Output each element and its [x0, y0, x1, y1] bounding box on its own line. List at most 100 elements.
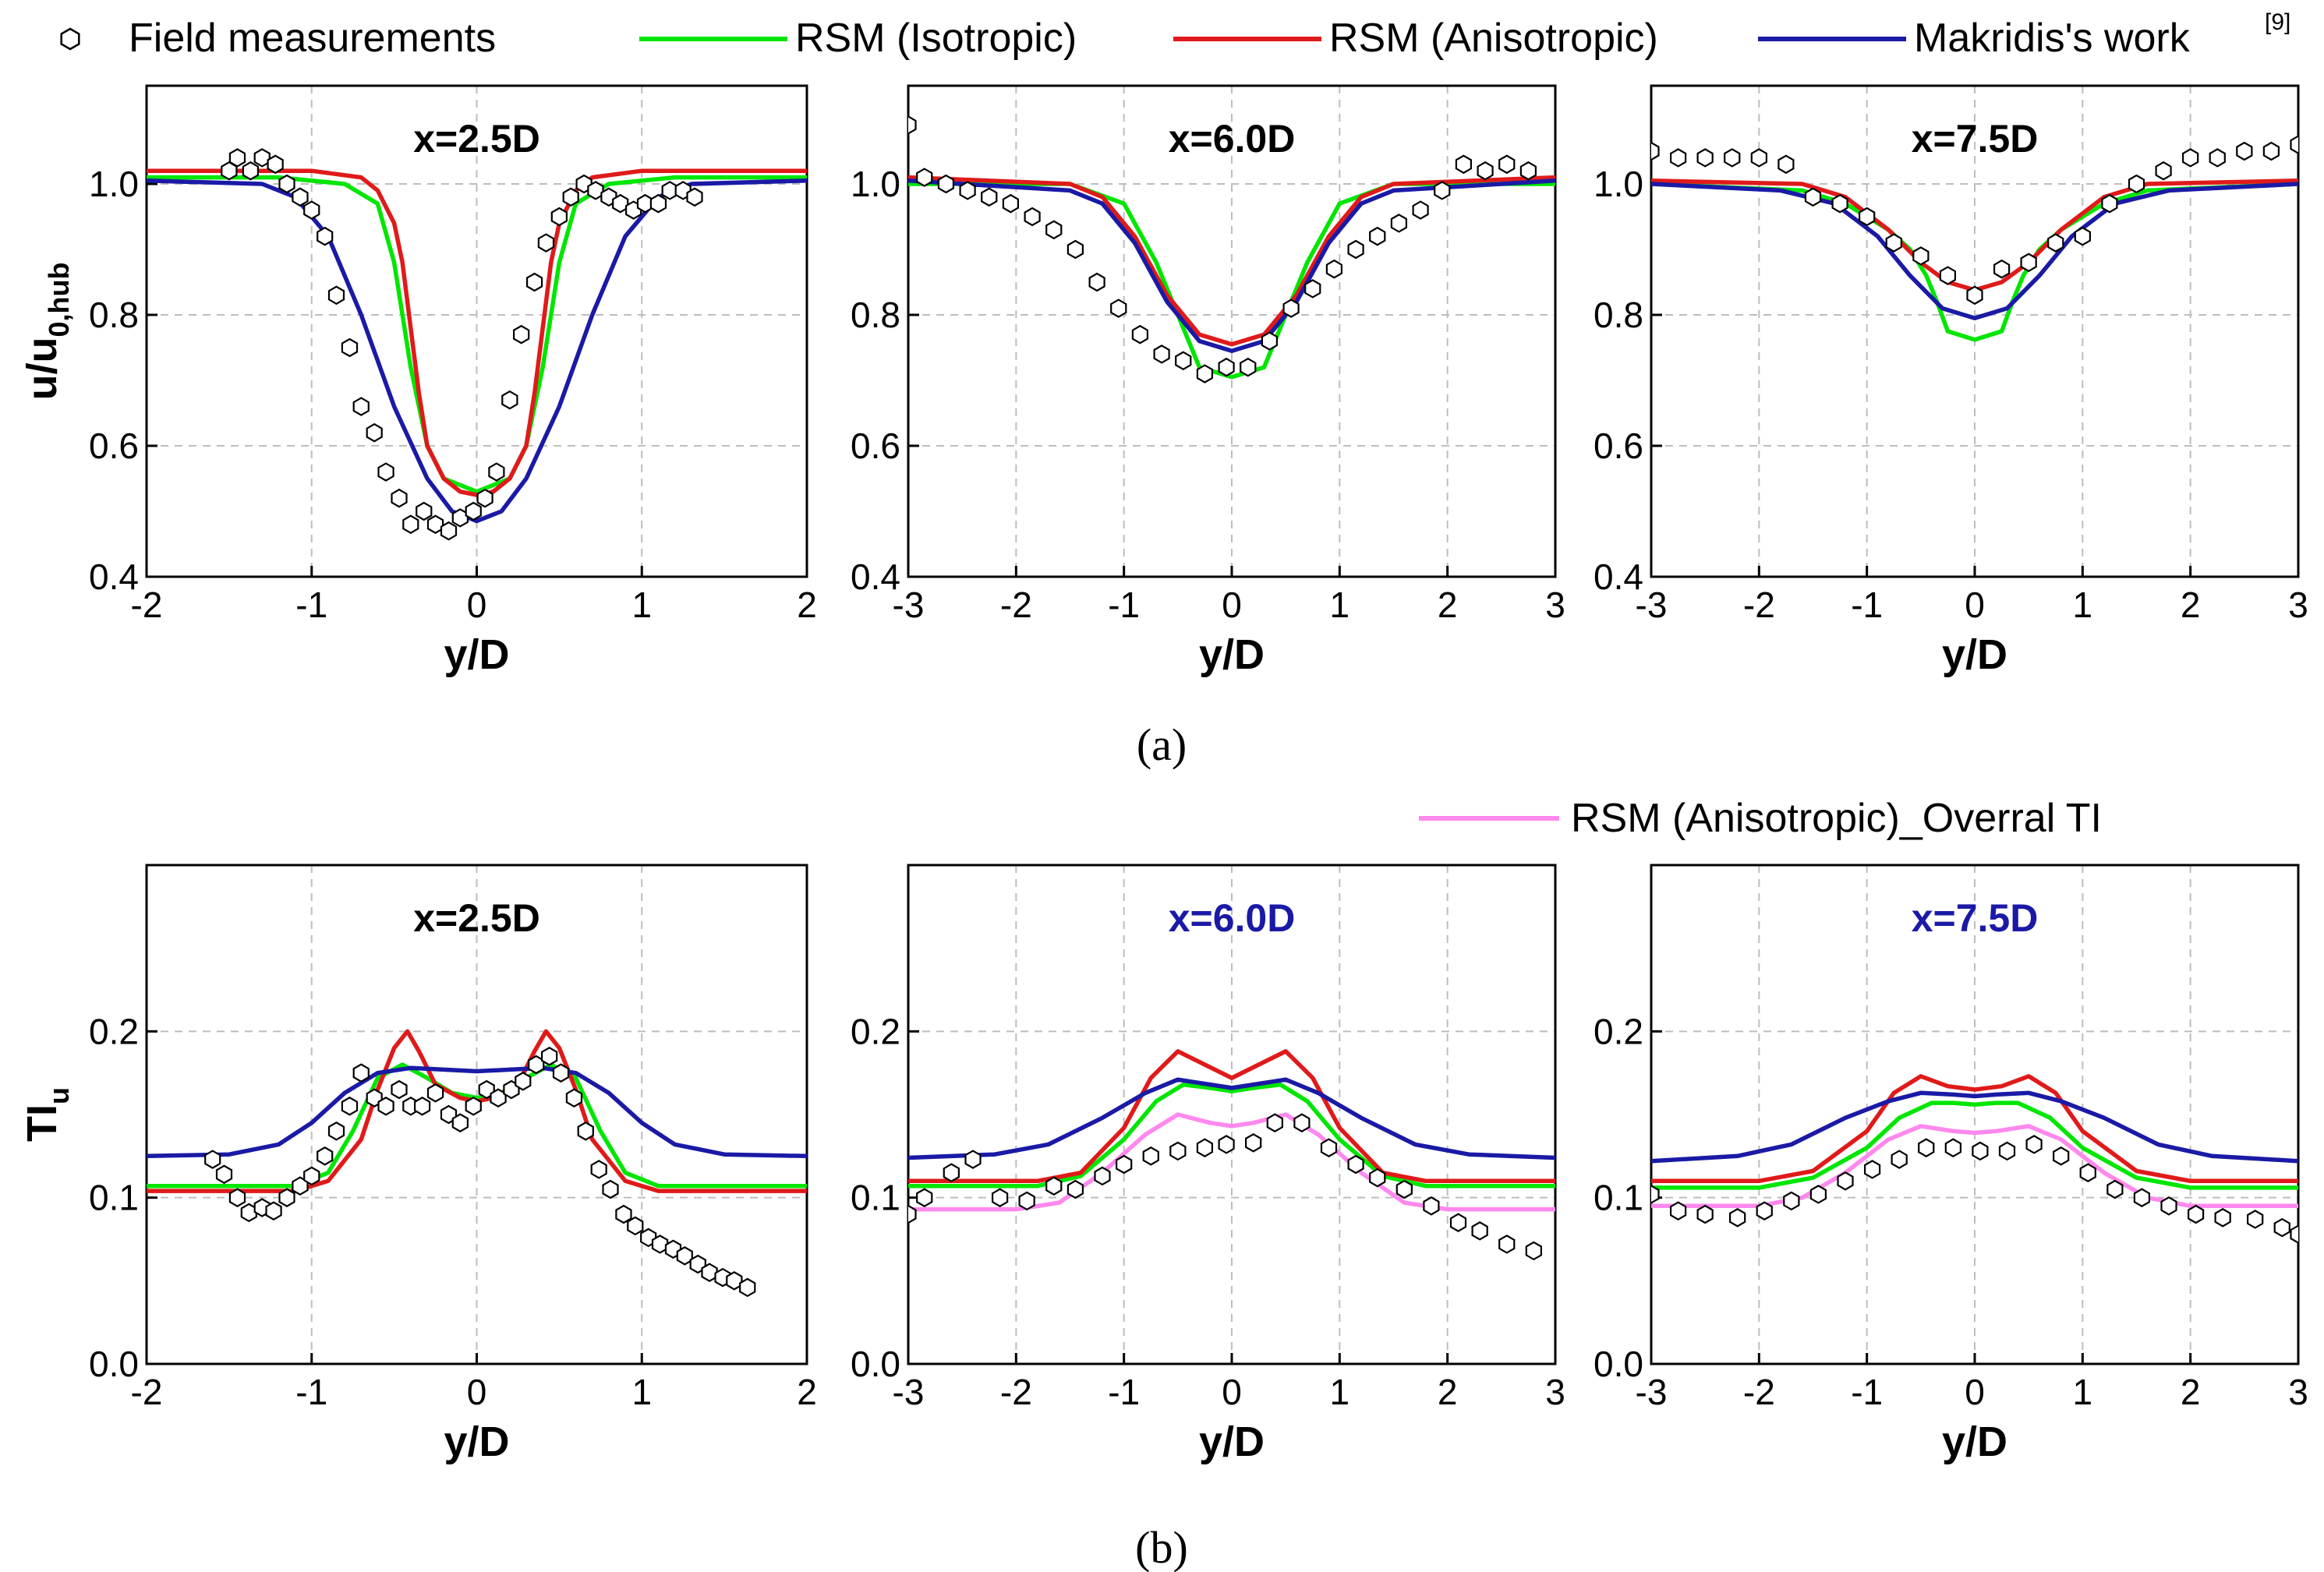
measurement-point [1142, 1146, 1159, 1166]
measurement-point [1966, 285, 1983, 306]
measurement-point [612, 193, 629, 214]
measurement-point [1471, 1221, 1488, 1241]
measurement-point [1169, 1141, 1187, 1161]
y-axis-label: TIu [19, 1087, 75, 1142]
measurement-point [1304, 279, 1321, 299]
series-line-rsm-isotropic- [908, 182, 1555, 380]
measurement-point [726, 1271, 743, 1291]
series-group [908, 1049, 1555, 1261]
x-tick-label: 2 [2181, 1372, 2201, 1412]
measurement-point [228, 1188, 246, 1207]
measurement-point [2079, 1163, 2096, 1182]
x-tick-label: 0 [1965, 1372, 1985, 1412]
measurement-point [426, 1083, 444, 1103]
measurement-point [1998, 1141, 2016, 1161]
measurement-point [649, 193, 667, 214]
measurement-point [1696, 148, 1714, 168]
measurement-point [565, 1088, 583, 1107]
x-tick-label: -3 [1636, 1372, 1668, 1412]
measurement-point [1131, 324, 1149, 344]
measurement-point [2128, 174, 2145, 194]
panel-title: x=2.5D [413, 117, 540, 161]
measurement-point [1729, 1208, 1746, 1228]
measurement-point [451, 1113, 469, 1132]
measurement-point [253, 148, 271, 168]
x-tick-label: 1 [1330, 585, 1350, 625]
measurement-point [1972, 1141, 1989, 1161]
panel-title: x=7.5D [1912, 117, 2039, 161]
y-tick-label: 0.0 [851, 1344, 900, 1384]
measurement-point [2182, 148, 2199, 168]
legend-item-makridis: Makridis's work [9] [1758, 9, 2290, 61]
panel-title: x=2.5D [413, 896, 540, 940]
measurement-point [1369, 226, 1386, 246]
measurement-point [1412, 200, 1429, 220]
measurement-point [303, 200, 320, 220]
measurement-point [1018, 1191, 1035, 1211]
x-axis-label: y/D [444, 631, 509, 678]
measurement-point [552, 1063, 570, 1083]
measurement-point [2236, 141, 2253, 161]
measurement-point [1045, 220, 1063, 240]
x-tick-label: -1 [1851, 585, 1883, 625]
measurement-point [1918, 1138, 1935, 1157]
y-tick-label: 0.0 [89, 1344, 139, 1384]
x-tick-label: -2 [1743, 1372, 1775, 1412]
series-line-rsm-isotropic- [147, 1062, 807, 1189]
caption-a: (a) [1137, 719, 1187, 770]
x-tick-label: 0 [1965, 585, 1985, 625]
legend-bottom: RSM (Anisotropic)_Overral TI [1419, 796, 2102, 841]
measurement-point [577, 1122, 594, 1141]
measurement-point [550, 207, 568, 227]
y-tick-label: 0.2 [89, 1011, 139, 1051]
measurement-point [402, 514, 419, 535]
x-tick-label: -1 [1108, 1372, 1140, 1412]
x-tick-label: -1 [1851, 1372, 1883, 1412]
x-tick-label: 0 [1222, 585, 1242, 625]
x-tick-label: 1 [631, 585, 652, 625]
x-tick-label: 3 [1545, 585, 1565, 625]
measurement-point [215, 1164, 233, 1185]
measurement-point [1390, 214, 1408, 233]
measurement-point [2074, 226, 2091, 246]
x-tick-label: 2 [2181, 585, 2201, 625]
chart-panel-5: -3 -2 -1 0 1 2 3 0.0 0.1 0.2 y/D x=6.0D [851, 864, 1565, 1465]
measurement-point [959, 181, 976, 200]
measurement-point [602, 1179, 619, 1199]
measurement-point [1347, 239, 1364, 260]
measurement-point [1777, 154, 1795, 175]
measurement-point [2047, 233, 2064, 253]
series-line-makridis-s-work [908, 1077, 1555, 1160]
x-axis-label: y/D [1942, 631, 2007, 678]
measurement-point [1864, 1160, 1881, 1179]
measurement-point [278, 174, 295, 194]
series-group [147, 148, 807, 541]
measurement-point [317, 226, 334, 246]
measurement-point [1944, 1138, 1961, 1157]
measurement-point [908, 115, 917, 135]
measurement-point [1266, 1113, 1284, 1132]
measurement-point [366, 422, 383, 443]
measurement-point [2053, 1146, 2070, 1166]
measurement-point [1218, 357, 1235, 377]
x-tick-label: 1 [631, 1372, 652, 1412]
caption-b: (b) [1135, 1522, 1188, 1572]
series-line-makridis-s-work [908, 178, 1555, 353]
legend-item-field-measurements: Field measurements [60, 16, 496, 61]
series-group [908, 115, 1555, 383]
measurement-point [1831, 193, 1848, 214]
measurement-point [377, 1097, 394, 1116]
measurement-point [1045, 1176, 1063, 1196]
x-axis-label: y/D [1199, 631, 1265, 678]
measurement-point [1498, 1235, 1516, 1254]
legend-label-rsm-anisotropic-overall-ti: RSM (Anisotropic)_Overral TI [1571, 796, 2102, 841]
y-tick-label: 0.8 [89, 295, 139, 335]
x-tick-label: -2 [1743, 585, 1775, 625]
measurement-point [1066, 239, 1084, 260]
measurement-point [587, 181, 604, 200]
measurement-point [615, 1204, 632, 1224]
measurement-point [1525, 1241, 1543, 1261]
x-tick-label: -3 [893, 1372, 925, 1412]
x-axis-label: y/D [444, 1418, 509, 1465]
y-tick-label: 0.8 [1594, 295, 1643, 335]
